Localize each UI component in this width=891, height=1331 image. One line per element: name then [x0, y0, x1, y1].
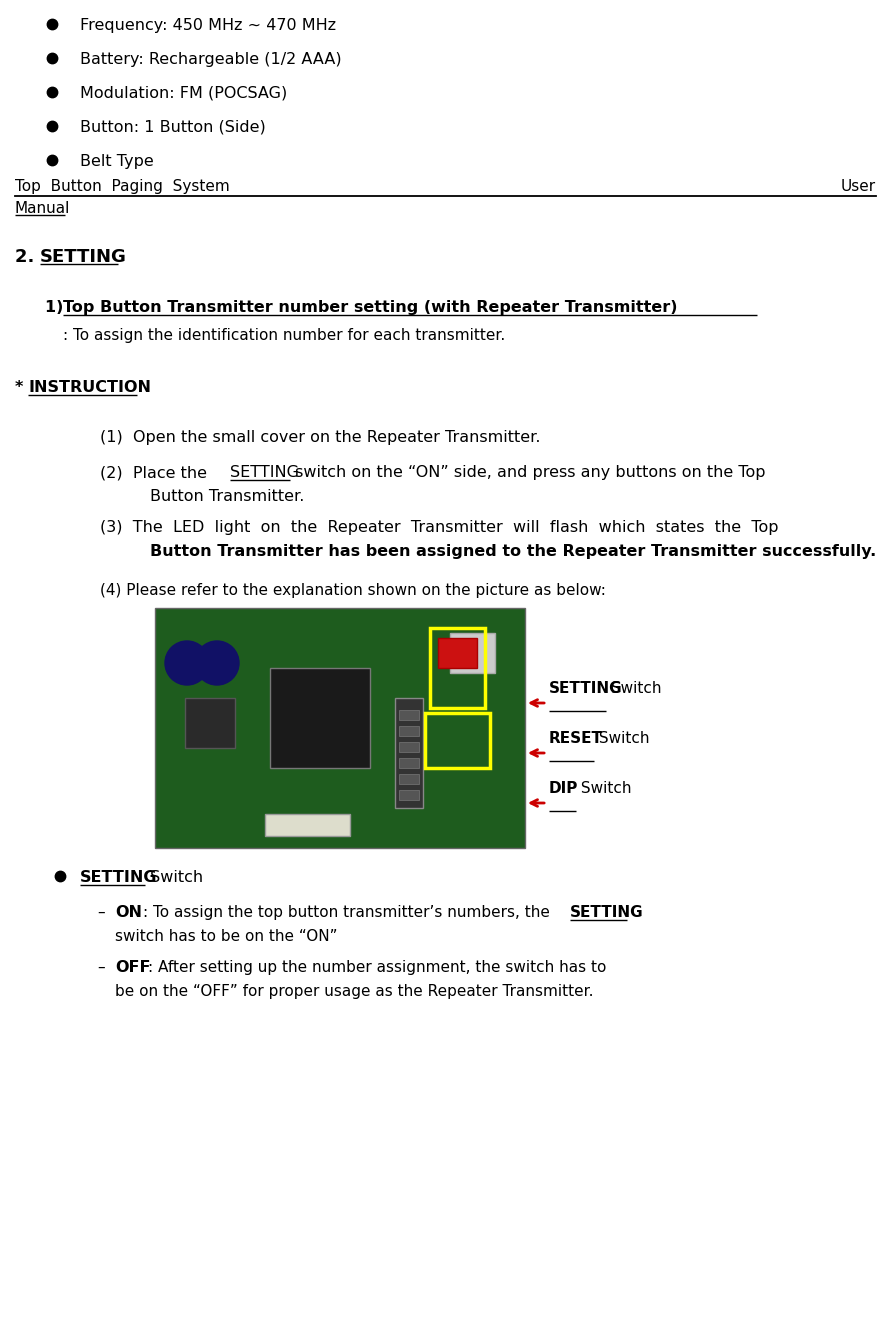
Bar — [270, 668, 370, 768]
Text: OFF: OFF — [115, 960, 151, 976]
Text: Button Transmitter.: Button Transmitter. — [150, 488, 305, 504]
Bar — [185, 697, 235, 748]
Bar — [438, 638, 477, 668]
Text: Switch: Switch — [606, 681, 661, 696]
Text: : To assign the identification number for each transmitter.: : To assign the identification number fo… — [63, 327, 505, 343]
Text: INSTRUCTION: INSTRUCTION — [28, 379, 151, 395]
Bar — [399, 775, 419, 784]
Text: Button: 1 Button (Side): Button: 1 Button (Side) — [80, 120, 266, 134]
Text: 2.: 2. — [15, 248, 41, 266]
Bar — [399, 757, 419, 768]
Text: Switch: Switch — [594, 731, 650, 745]
Text: SETTING: SETTING — [230, 465, 299, 480]
Bar — [395, 697, 423, 808]
Text: switch has to be on the “ON”: switch has to be on the “ON” — [115, 929, 338, 944]
Text: : After setting up the number assignment, the switch has to: : After setting up the number assignment… — [148, 960, 607, 976]
Text: be on the “OFF” for proper usage as the Repeater Transmitter.: be on the “OFF” for proper usage as the … — [115, 984, 593, 1000]
Bar — [450, 634, 495, 673]
Text: (1)  Open the small cover on the Repeater Transmitter.: (1) Open the small cover on the Repeater… — [100, 430, 541, 445]
Bar — [430, 628, 485, 708]
Text: Top Button Transmitter number setting (with Repeater Transmitter): Top Button Transmitter number setting (w… — [63, 299, 677, 315]
Text: Frequency: 450 MHz ~ 470 MHz: Frequency: 450 MHz ~ 470 MHz — [80, 19, 336, 33]
Bar — [425, 713, 490, 768]
Bar — [155, 608, 525, 848]
Text: SETTING: SETTING — [40, 248, 127, 266]
Text: Modulation: FM (POCSAG): Modulation: FM (POCSAG) — [80, 87, 287, 101]
Text: Belt Type: Belt Type — [80, 154, 154, 169]
Circle shape — [165, 642, 209, 685]
Bar — [399, 725, 419, 736]
Text: Manual: Manual — [15, 201, 70, 216]
Text: SETTING: SETTING — [80, 870, 158, 885]
Text: Battery: Rechargeable (1/2 AAA): Battery: Rechargeable (1/2 AAA) — [80, 52, 341, 67]
Bar — [399, 709, 419, 720]
Text: –: – — [97, 905, 104, 920]
Text: (2)  Place the: (2) Place the — [100, 465, 212, 480]
Text: (4) Please refer to the explanation shown on the picture as below:: (4) Please refer to the explanation show… — [100, 583, 606, 598]
Text: RESET: RESET — [549, 731, 603, 745]
Text: *: * — [15, 379, 29, 395]
Text: Top  Button  Paging  System: Top Button Paging System — [15, 178, 230, 194]
Text: ON: ON — [115, 905, 142, 920]
Text: Switch: Switch — [576, 781, 632, 796]
Text: –: – — [97, 960, 104, 976]
Bar — [265, 815, 350, 836]
Text: SETTING: SETTING — [570, 905, 643, 920]
Bar — [399, 791, 419, 800]
Text: 1): 1) — [45, 299, 69, 315]
Text: : To assign the top button transmitter’s numbers, the: : To assign the top button transmitter’s… — [143, 905, 555, 920]
Bar — [399, 741, 419, 752]
Text: DIP: DIP — [549, 781, 578, 796]
Text: switch on the “ON” side, and press any buttons on the Top: switch on the “ON” side, and press any b… — [290, 465, 765, 480]
Circle shape — [195, 642, 239, 685]
Text: (3)  The  LED  light  on  the  Repeater  Transmitter  will  flash  which  states: (3) The LED light on the Repeater Transm… — [100, 520, 779, 535]
Text: Switch: Switch — [145, 870, 203, 885]
Text: User: User — [841, 178, 876, 194]
Text: Button Transmitter has been assigned to the Repeater Transmitter successfully.: Button Transmitter has been assigned to … — [150, 544, 876, 559]
Text: SETTING: SETTING — [549, 681, 623, 696]
